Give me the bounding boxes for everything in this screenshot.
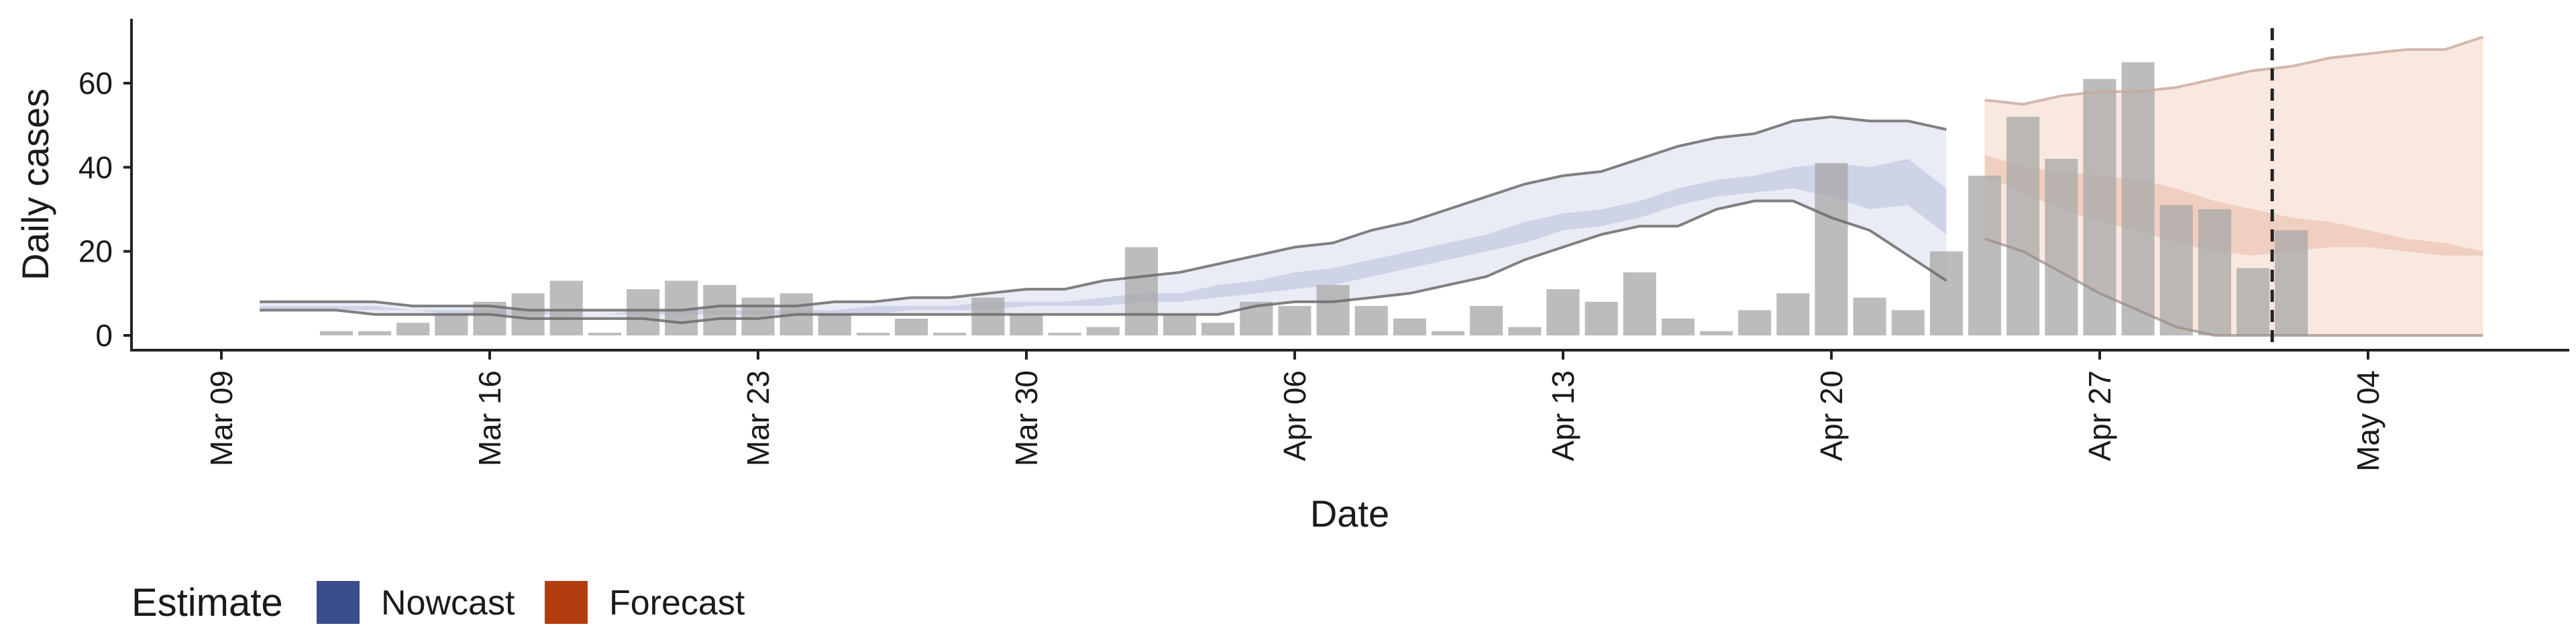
x-tick-label: Apr 13 — [1546, 370, 1580, 462]
case-bar — [933, 333, 967, 335]
x-tick-label: Mar 09 — [204, 370, 239, 466]
case-bar — [588, 333, 621, 335]
x-tick-label: Apr 27 — [2082, 370, 2117, 462]
legend-swatch-nowcast — [317, 581, 360, 624]
case-bar — [1853, 297, 1886, 335]
case-bar — [1815, 163, 1848, 335]
x-ticks: Mar 09 Mar 16 Mar 23 Mar 30 Apr 06 Apr 13 Apr … — [204, 350, 2385, 472]
case-bar — [1623, 272, 1656, 335]
x-tick-label: Apr 06 — [1277, 370, 1312, 462]
x-tick-label: Mar 16 — [472, 370, 507, 466]
case-bar — [1163, 314, 1197, 335]
case-bar — [1546, 289, 1580, 335]
x-tick-label: Mar 30 — [1009, 370, 1044, 466]
case-bar — [549, 280, 583, 335]
nowcast-lower-line — [260, 199, 1947, 325]
observed-case-bars — [319, 62, 2308, 336]
case-bar — [1700, 331, 1733, 335]
case-bar — [1738, 310, 1772, 335]
case-bar — [1776, 293, 1810, 335]
case-bar — [1432, 331, 1465, 335]
case-bar — [1086, 327, 1120, 335]
case-bar — [1508, 327, 1542, 335]
case-bar — [703, 284, 737, 335]
case-bar — [1201, 323, 1235, 335]
forecast-lower-line — [1984, 237, 2483, 337]
legend-label-nowcast: Nowcast — [381, 584, 515, 623]
case-bar — [1278, 306, 1311, 335]
case-bar — [1470, 306, 1503, 335]
y-tick-label: 0 — [95, 318, 113, 353]
legend-swatch-forecast — [545, 581, 588, 624]
case-bar — [627, 289, 660, 335]
case-bar — [1010, 314, 1043, 335]
case-bar — [319, 331, 353, 335]
interval-lines — [260, 36, 2484, 337]
case-bar — [1124, 247, 1158, 335]
case-bar — [396, 323, 430, 335]
x-axis-title: Date — [1310, 492, 1389, 535]
y-ticks: 0 20 40 60 — [78, 66, 131, 353]
case-bar — [1316, 284, 1350, 335]
x-tick-label: Mar 23 — [741, 370, 775, 466]
case-bar — [856, 333, 890, 335]
case-bar — [2121, 62, 2155, 335]
case-bar — [2275, 230, 2308, 335]
x-tick-label: Apr 20 — [1814, 370, 1849, 462]
case-bar — [511, 293, 545, 335]
case-bar — [895, 318, 928, 335]
case-bar — [1661, 318, 1695, 335]
case-bar — [1929, 251, 1963, 335]
case-bar — [2159, 205, 2193, 335]
case-bar — [818, 314, 851, 335]
case-bar — [1393, 318, 1426, 335]
y-tick-label: 40 — [78, 150, 113, 184]
x-tick-label: May 04 — [2351, 370, 2385, 472]
case-bar — [2198, 209, 2231, 335]
nowcast-upper-line — [260, 115, 1947, 312]
case-bar — [1891, 310, 1925, 335]
case-bar — [1585, 301, 1618, 335]
case-bar — [971, 297, 1005, 335]
axes — [130, 19, 2569, 352]
case-bar — [1968, 175, 2002, 335]
case-bar — [358, 331, 392, 335]
legend-label-forecast: Forecast — [609, 584, 745, 623]
case-bar — [2006, 117, 2040, 335]
nowcast-50-band — [260, 158, 1947, 315]
legend-title: Estimate — [131, 581, 283, 625]
y-tick-label: 20 — [78, 234, 113, 269]
case-bar — [2045, 158, 2078, 336]
case-bar — [2237, 268, 2270, 335]
y-tick-label: 60 — [78, 66, 113, 101]
case-bar — [1048, 333, 1081, 335]
case-bar — [435, 314, 468, 335]
legend: Estimate Nowcast Forecast — [131, 581, 745, 625]
case-bar — [1354, 306, 1388, 335]
y-axis-title: Daily cases — [14, 89, 56, 280]
forecast-upper-line — [1984, 36, 2484, 106]
